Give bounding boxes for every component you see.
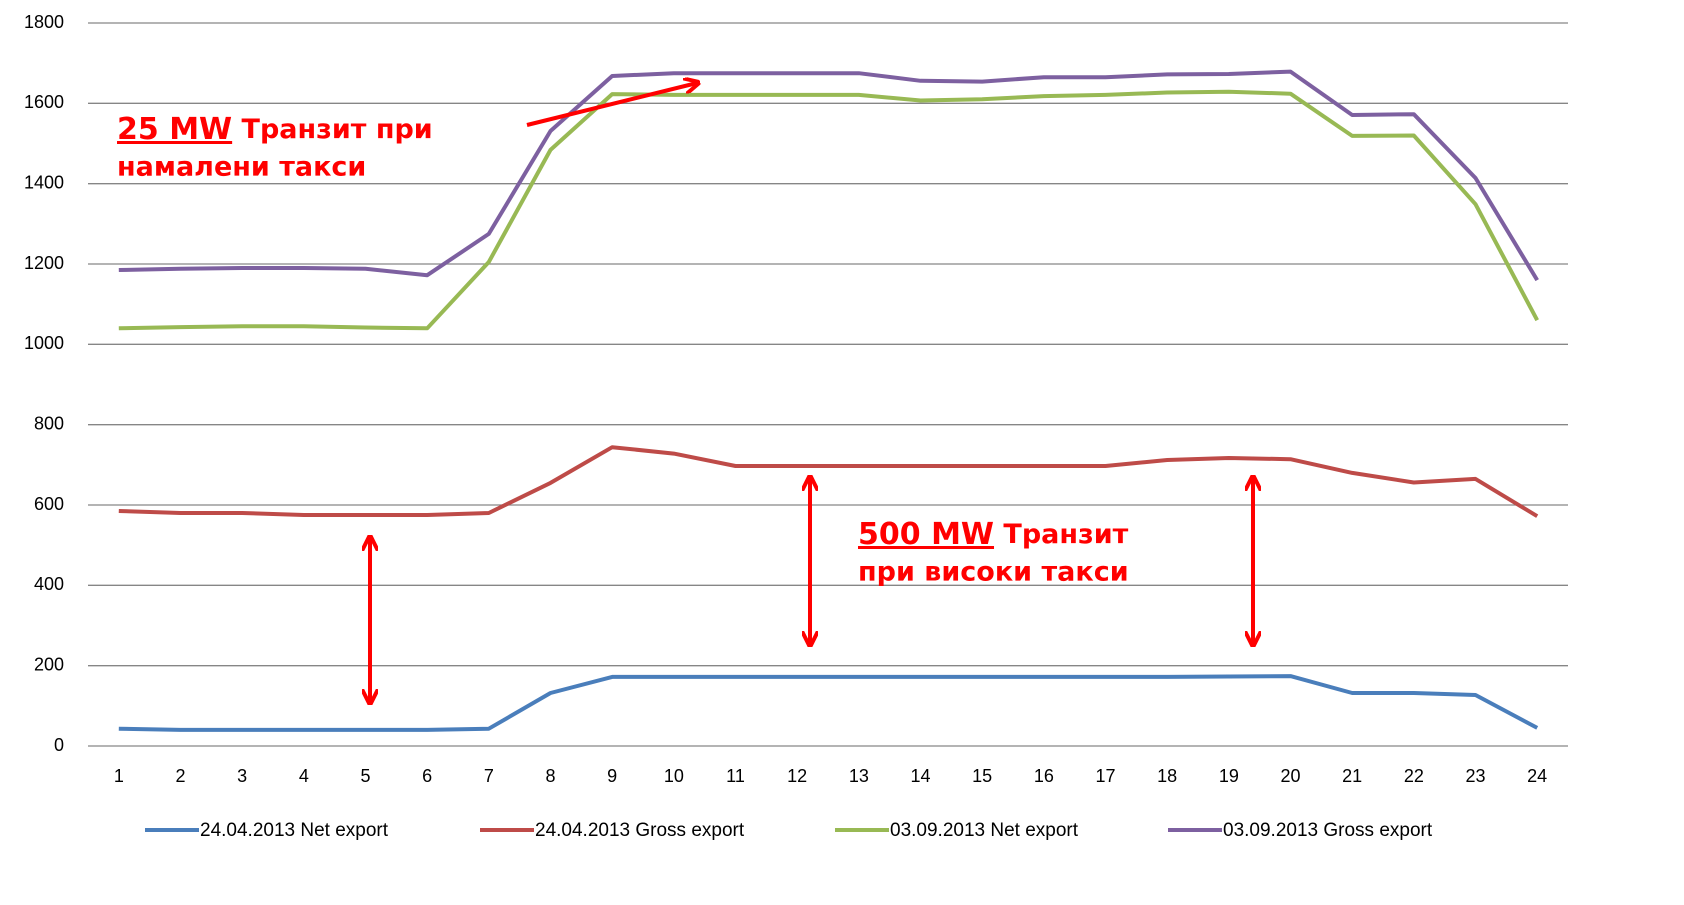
y-tick-label: 800: [34, 413, 64, 433]
x-tick-label: 4: [299, 766, 309, 786]
x-tick-label: 9: [607, 766, 617, 786]
x-tick-label: 19: [1219, 766, 1239, 786]
y-tick-label: 400: [34, 574, 64, 594]
x-tick-label: 23: [1465, 766, 1485, 786]
x-tick-label: 6: [422, 766, 432, 786]
x-tick-label: 17: [1095, 766, 1115, 786]
x-tick-label: 15: [972, 766, 992, 786]
x-tick-label: 8: [545, 766, 555, 786]
annotation-text: при високи такси: [858, 557, 1129, 588]
annotation: 25 MW Транзит при: [117, 112, 433, 147]
y-tick-label: 0: [54, 735, 64, 755]
x-tick-label: 12: [787, 766, 807, 786]
legend-label: 03.09.2013 Gross export: [1223, 820, 1433, 841]
line: [118, 674, 1539, 732]
arrow: [526, 83, 697, 127]
line: [118, 445, 1539, 518]
x-tick-label: 11: [726, 766, 745, 786]
x-tick-label: 3: [237, 766, 247, 786]
annotation-emphasis: 500 MW: [858, 517, 994, 552]
annotation-text: Транзит: [1003, 519, 1128, 550]
x-tick-label: 13: [849, 766, 869, 786]
x-tick-label: 21: [1342, 766, 1362, 786]
x-tick-label: 24: [1527, 766, 1547, 786]
x-tick-label: 7: [484, 766, 494, 786]
annotation: 500 MW Транзит: [858, 517, 1129, 552]
annotation-emphasis: 25 MW: [117, 112, 232, 147]
y-tick-label: 1200: [24, 253, 64, 273]
line: [118, 89, 1539, 331]
x-tick-label: 2: [175, 766, 185, 786]
x-tick-label: 18: [1157, 766, 1177, 786]
legend-label: 24.04.2013 Gross export: [535, 820, 745, 841]
annotation-text: Транзит при: [242, 114, 433, 145]
y-tick-label: 600: [34, 494, 64, 514]
y-tick-label: 1000: [24, 333, 64, 353]
legend-label: 03.09.2013 Net export: [890, 820, 1079, 841]
x-tick-label: 20: [1280, 766, 1300, 786]
y-tick-label: 200: [34, 654, 64, 674]
x-tick-label: 1: [114, 766, 124, 786]
y-tick-label: 1800: [24, 12, 64, 32]
legend-label: 24.04.2013 Net export: [200, 820, 389, 841]
x-tick-label: 10: [664, 766, 684, 786]
line: [118, 69, 1539, 282]
annotation-text: намалени такси: [117, 152, 366, 183]
x-tick-label: 16: [1034, 766, 1054, 786]
y-tick-label: 1400: [24, 172, 64, 192]
x-tick-label: 14: [910, 766, 930, 786]
y-tick-label: 1600: [24, 92, 64, 112]
x-tick-label: 22: [1404, 766, 1424, 786]
x-tick-label: 5: [360, 766, 370, 786]
